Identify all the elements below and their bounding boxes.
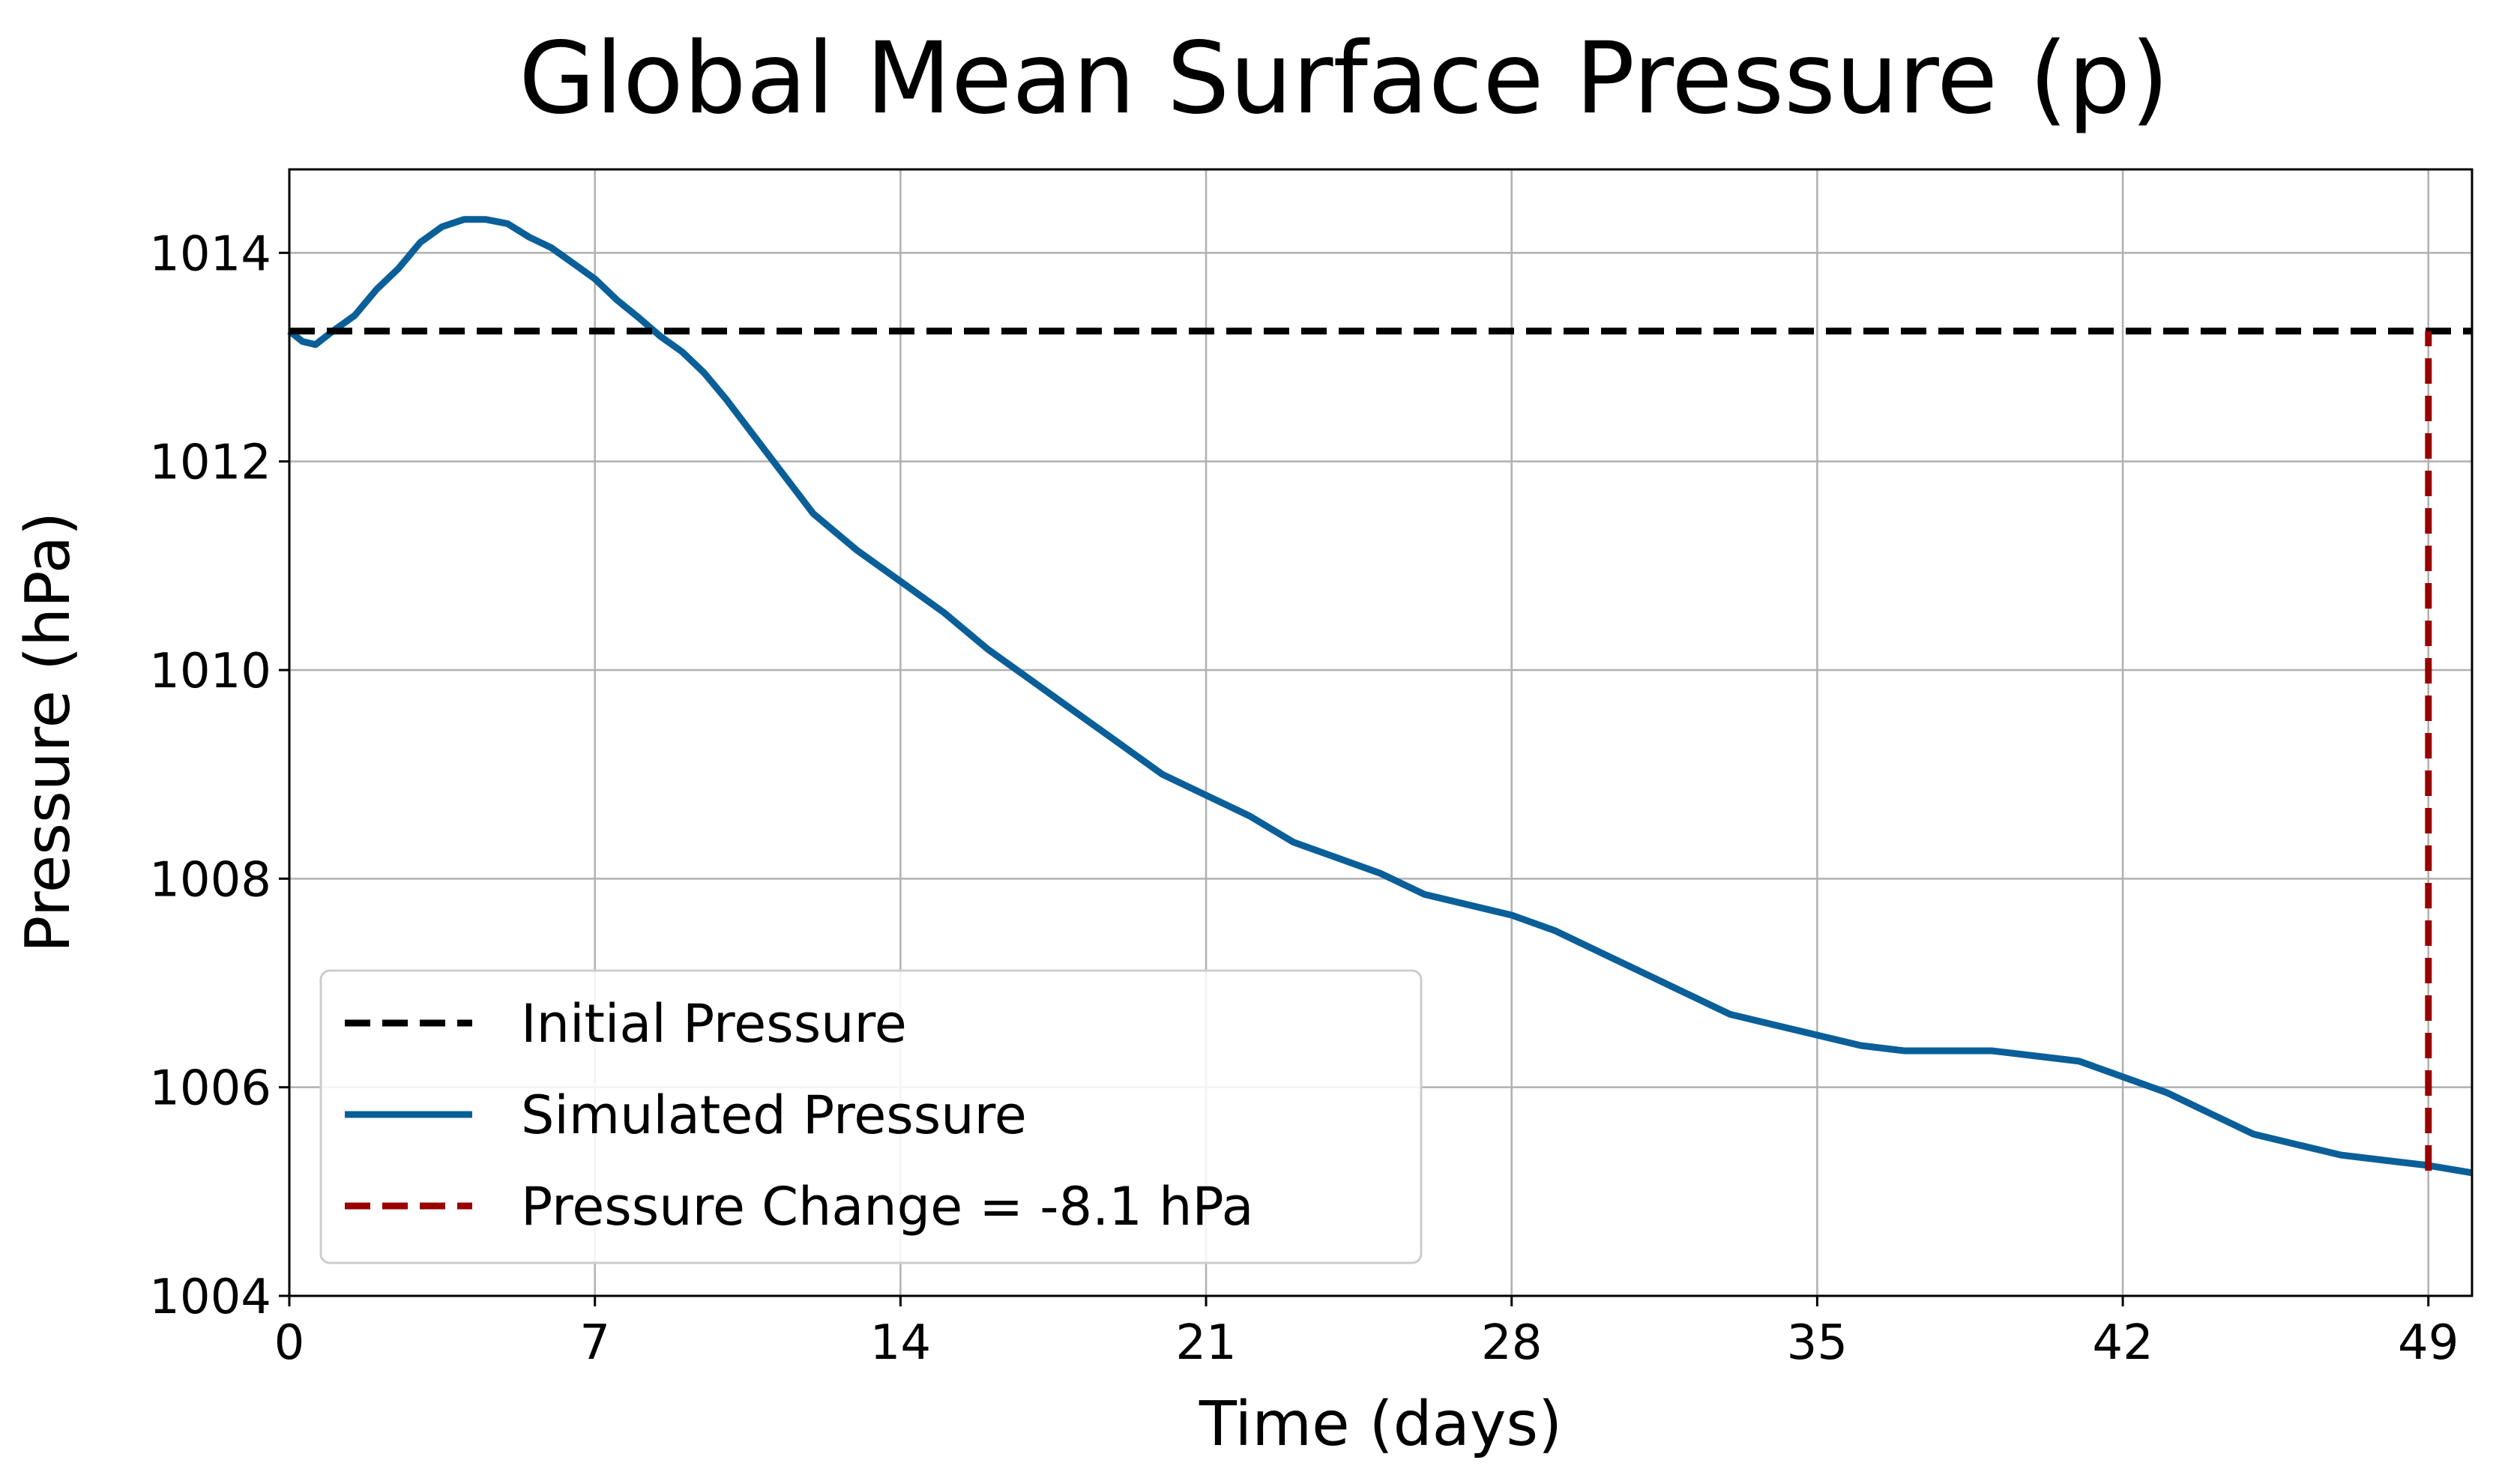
legend-label-pressure-change-8-1-hpa: Pressure Change = -8.1 hPa bbox=[521, 1176, 1253, 1237]
y-tick-label: 1008 bbox=[149, 852, 271, 908]
series-simulated-pressure bbox=[287, 216, 2473, 1177]
legend: Initial Pressure Simulated Pressure Pressu… bbox=[319, 969, 1423, 1264]
x-tick-label: 21 bbox=[1175, 1315, 1236, 1371]
legend-label-simulated-pressure: Simulated Pressure bbox=[521, 1085, 1027, 1146]
x-tick-label: 7 bbox=[579, 1315, 610, 1371]
y-tick-label: 1012 bbox=[149, 435, 271, 491]
x-ticks: 0 7 14 21 28 35 42 49 bbox=[274, 1296, 2459, 1371]
x-tick-label: 49 bbox=[2398, 1315, 2459, 1371]
x-tick-label: 42 bbox=[2092, 1315, 2153, 1371]
legend-label-initial-pressure: Initial Pressure bbox=[521, 993, 907, 1055]
y-tick-label: 1006 bbox=[149, 1061, 271, 1117]
y-ticks: 1004 1006 1008 1010 1012 1014 bbox=[149, 226, 289, 1325]
x-axis-title: Time (days) bbox=[1199, 1389, 1562, 1460]
y-tick-label: 1010 bbox=[149, 644, 271, 699]
y-tick-label: 1014 bbox=[149, 226, 271, 282]
x-tick-label: 35 bbox=[1787, 1315, 1848, 1371]
x-tick-label: 0 bbox=[274, 1315, 305, 1371]
legend-box bbox=[319, 969, 1423, 1264]
chart-title: Global Mean Surface Pressure (p) bbox=[519, 21, 2169, 136]
plot-frame bbox=[288, 168, 2474, 1297]
series-layer bbox=[287, 216, 2473, 1177]
y-tick-label: 1004 bbox=[149, 1270, 271, 1325]
x-tick-label: 28 bbox=[1481, 1315, 1542, 1371]
x-tick-label: 14 bbox=[870, 1315, 931, 1371]
y-axis-title: Pressure (hPa) bbox=[13, 512, 84, 953]
